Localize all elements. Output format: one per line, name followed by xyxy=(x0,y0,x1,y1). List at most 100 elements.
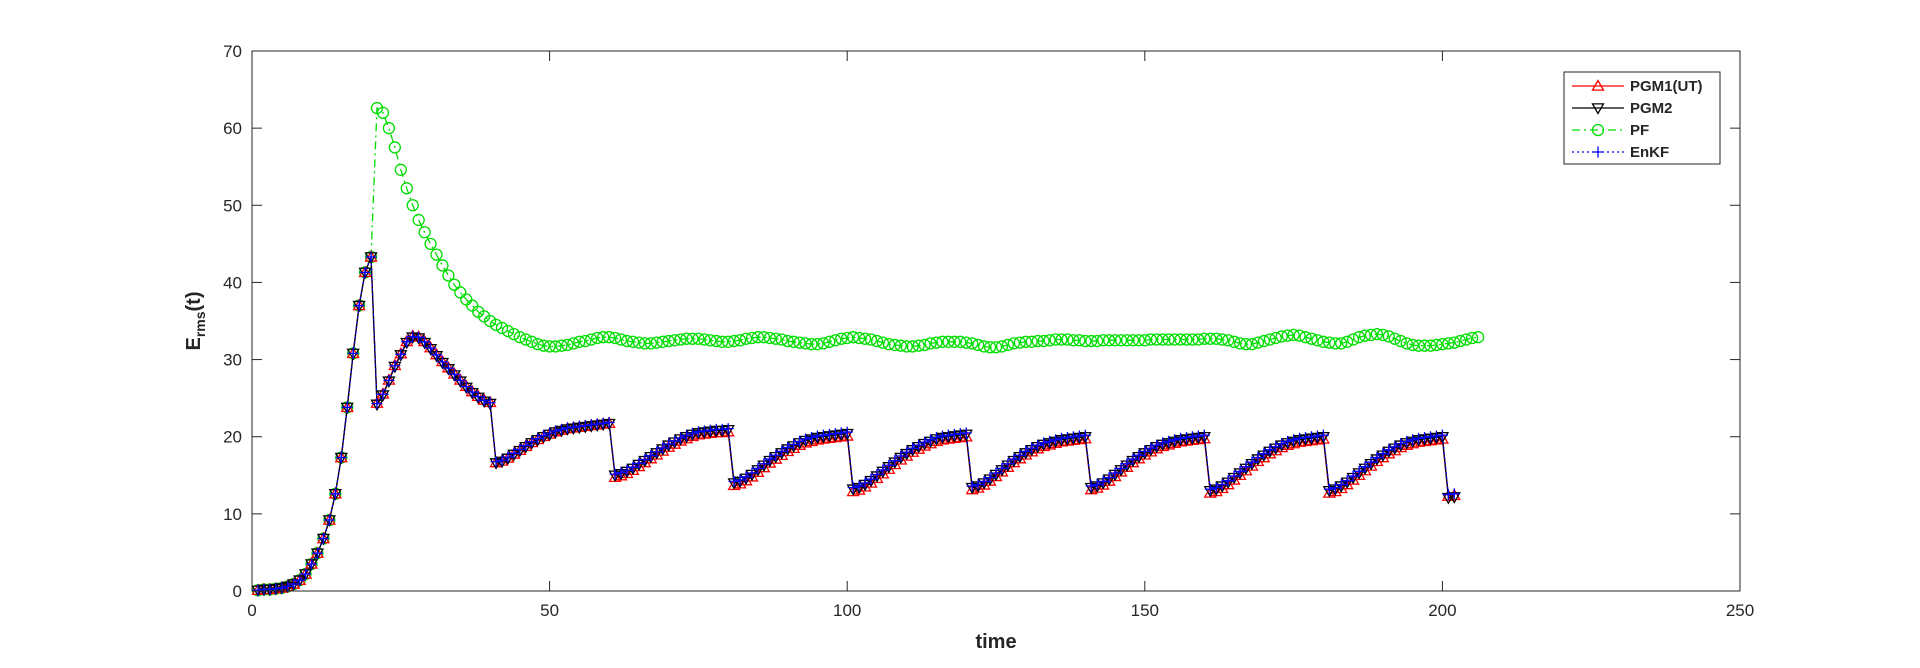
data-point-pf xyxy=(1013,336,1026,349)
data-point-enkf xyxy=(317,533,329,545)
data-point-enkf xyxy=(1109,467,1121,479)
data-point-enkf xyxy=(948,428,960,440)
data-point-enkf xyxy=(1044,435,1056,447)
data-point-pf xyxy=(513,331,526,344)
x-axis-label: time xyxy=(975,631,1016,653)
data-point-enkf xyxy=(1050,434,1062,446)
data-point-enkf xyxy=(401,336,413,348)
data-point-enkf xyxy=(448,368,460,380)
data-point-enkf xyxy=(460,381,472,393)
legend-marker-pgm2 xyxy=(1591,103,1605,115)
data-point-enkf xyxy=(1186,431,1198,443)
data-point-pf xyxy=(686,332,699,345)
data-point-pf xyxy=(597,331,610,344)
data-point-pf xyxy=(1471,331,1485,344)
data-point-enkf xyxy=(556,423,568,435)
data-point-pf xyxy=(1305,332,1318,345)
data-point-enkf xyxy=(282,580,294,592)
data-point-enkf xyxy=(746,467,758,479)
data-point-enkf xyxy=(800,433,812,445)
data-point-pf xyxy=(400,182,413,195)
data-point-enkf xyxy=(306,558,318,570)
data-point-pf xyxy=(1156,333,1169,346)
data-point-enkf xyxy=(829,428,841,440)
data-point-enkf xyxy=(490,456,502,468)
x-tick-label: 200 xyxy=(1428,601,1456,620)
data-point-enkf xyxy=(407,330,419,342)
legend-label-pgm2: PGM2 xyxy=(1630,100,1673,117)
legend-item-pgm2: PGM2 xyxy=(1572,100,1673,117)
data-point-pf xyxy=(823,335,836,348)
data-point-enkf xyxy=(1442,489,1454,501)
data-point-pf xyxy=(1091,334,1104,348)
data-point-enkf xyxy=(573,420,585,432)
data-point-enkf xyxy=(1246,456,1258,468)
data-point-enkf xyxy=(538,430,550,442)
data-point-pf xyxy=(1358,329,1372,342)
data-point-pf xyxy=(495,321,509,335)
axes-box xyxy=(251,50,1741,592)
data-point-pf xyxy=(1150,333,1163,346)
data-point-pf xyxy=(561,338,574,352)
data-point-pf xyxy=(942,335,955,348)
data-point-enkf xyxy=(871,469,883,481)
legend-item-pgm1-ut: PGM1(UT) xyxy=(1572,78,1703,95)
data-point-enkf xyxy=(633,457,645,469)
data-point-enkf xyxy=(1377,448,1389,460)
data-point-enkf xyxy=(1163,435,1175,447)
data-point-pf xyxy=(376,106,390,119)
data-point-pf xyxy=(864,333,878,346)
data-point-pf xyxy=(995,340,1009,353)
data-point-enkf xyxy=(1121,458,1133,470)
data-point-enkf xyxy=(1270,441,1282,453)
data-point-enkf xyxy=(1234,465,1246,477)
data-point-enkf xyxy=(466,386,478,398)
data-point-enkf xyxy=(1038,437,1050,449)
data-point-pf xyxy=(1388,332,1401,345)
data-point-enkf xyxy=(365,251,377,263)
y-tick-label: 40 xyxy=(223,273,242,292)
data-point-pf xyxy=(1049,333,1062,346)
data-point-pf xyxy=(1352,331,1366,344)
data-point-enkf xyxy=(1401,435,1413,447)
data-point-pf xyxy=(1412,339,1425,352)
data-point-enkf xyxy=(817,429,829,441)
data-point-pf xyxy=(1174,333,1187,346)
data-point-enkf xyxy=(984,472,996,484)
data-point-enkf xyxy=(1091,479,1103,491)
data-point-pf xyxy=(918,338,931,352)
data-point-enkf xyxy=(811,430,823,442)
y-axis-label-main: E xyxy=(183,337,205,350)
data-point-enkf xyxy=(859,477,871,489)
data-point-enkf xyxy=(1448,488,1460,500)
data-point-pf xyxy=(1341,335,1354,348)
data-point-enkf xyxy=(615,467,627,479)
y-tick-label: 30 xyxy=(223,351,242,370)
data-point-pf xyxy=(668,334,681,347)
data-point-pf xyxy=(585,333,598,346)
data-point-enkf xyxy=(919,436,931,448)
data-point-pf xyxy=(1067,334,1080,347)
data-point-enkf xyxy=(1180,431,1192,443)
data-point-enkf xyxy=(1335,479,1347,491)
data-point-pf xyxy=(954,335,967,348)
data-point-pf xyxy=(900,340,913,353)
data-point-enkf xyxy=(978,475,990,487)
data-point-pf xyxy=(1323,336,1336,349)
data-point-pf xyxy=(716,335,729,348)
data-point-pf xyxy=(1198,332,1211,345)
data-point-pf xyxy=(817,337,830,350)
data-point-pf xyxy=(1263,333,1276,346)
data-point-enkf xyxy=(544,427,556,439)
data-point-pf xyxy=(1400,337,1413,350)
data-point-enkf xyxy=(413,331,425,343)
data-point-pf xyxy=(1132,334,1145,347)
data-point-enkf xyxy=(942,429,954,441)
data-point-pf xyxy=(977,340,991,353)
legend-box xyxy=(1563,71,1721,165)
data-point-pf xyxy=(888,338,901,352)
data-point-enkf xyxy=(1413,432,1425,444)
legend: PGM1(UT) PGM2 PF EnKF xyxy=(1563,71,1721,165)
data-point-enkf xyxy=(1300,431,1311,443)
data-point-pf xyxy=(1216,333,1229,346)
